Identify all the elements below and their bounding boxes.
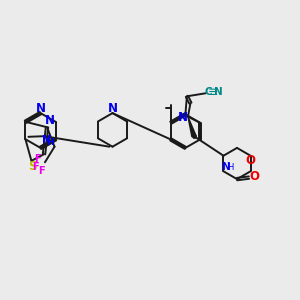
Text: N: N <box>45 114 55 127</box>
Text: N: N <box>108 102 118 115</box>
Text: N: N <box>42 135 51 145</box>
Text: S: S <box>28 160 37 173</box>
Text: O: O <box>245 154 256 167</box>
Text: O: O <box>249 170 260 184</box>
Text: F: F <box>39 166 45 176</box>
Text: N: N <box>178 111 188 124</box>
Text: N: N <box>35 102 46 115</box>
Text: N: N <box>214 87 223 98</box>
Text: H: H <box>227 163 233 172</box>
Text: F: F <box>34 154 40 164</box>
Polygon shape <box>188 117 196 137</box>
Text: ≡: ≡ <box>208 86 218 99</box>
Text: C: C <box>205 87 212 98</box>
Text: H: H <box>46 138 54 147</box>
Text: N: N <box>221 161 230 172</box>
Text: F: F <box>32 161 39 172</box>
